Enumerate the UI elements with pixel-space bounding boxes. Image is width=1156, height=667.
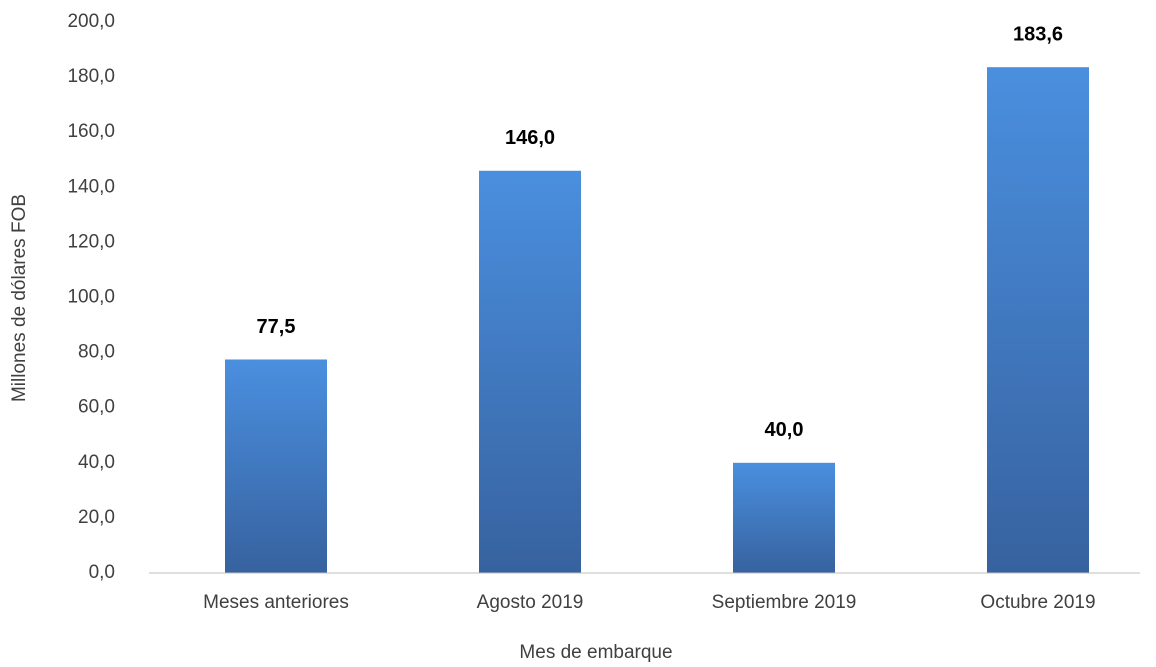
y-tick-label: 0,0 bbox=[89, 562, 115, 583]
bar bbox=[733, 462, 835, 573]
bar bbox=[987, 67, 1089, 573]
y-tick-label: 80,0 bbox=[78, 342, 115, 363]
bar bbox=[479, 170, 581, 573]
value-label: 40,0 bbox=[765, 419, 804, 441]
y-tick-label: 120,0 bbox=[67, 231, 115, 252]
x-axis-label: Mes de embarque bbox=[519, 642, 672, 663]
y-tick-label: 200,0 bbox=[67, 11, 115, 32]
y-tick-label: 100,0 bbox=[67, 287, 115, 308]
x-tick-label: Octubre 2019 bbox=[980, 592, 1095, 613]
y-tick-label: 60,0 bbox=[78, 397, 115, 418]
y-tick-label: 180,0 bbox=[67, 66, 115, 87]
y-tick-label: 40,0 bbox=[78, 452, 115, 473]
value-label: 146,0 bbox=[505, 127, 555, 149]
x-tick-label: Septiembre 2019 bbox=[712, 592, 857, 613]
x-tick-label: Meses anteriores bbox=[203, 592, 349, 613]
value-label: 77,5 bbox=[257, 316, 296, 338]
bar bbox=[225, 359, 327, 573]
value-label: 183,6 bbox=[1013, 23, 1063, 45]
y-tick-label: 160,0 bbox=[67, 121, 115, 142]
x-tick-label: Agosto 2019 bbox=[477, 592, 584, 613]
y-tick-label: 20,0 bbox=[78, 507, 115, 528]
y-tick-label: 140,0 bbox=[67, 176, 115, 197]
y-axis-label: Millones de dólares FOB bbox=[9, 194, 30, 402]
